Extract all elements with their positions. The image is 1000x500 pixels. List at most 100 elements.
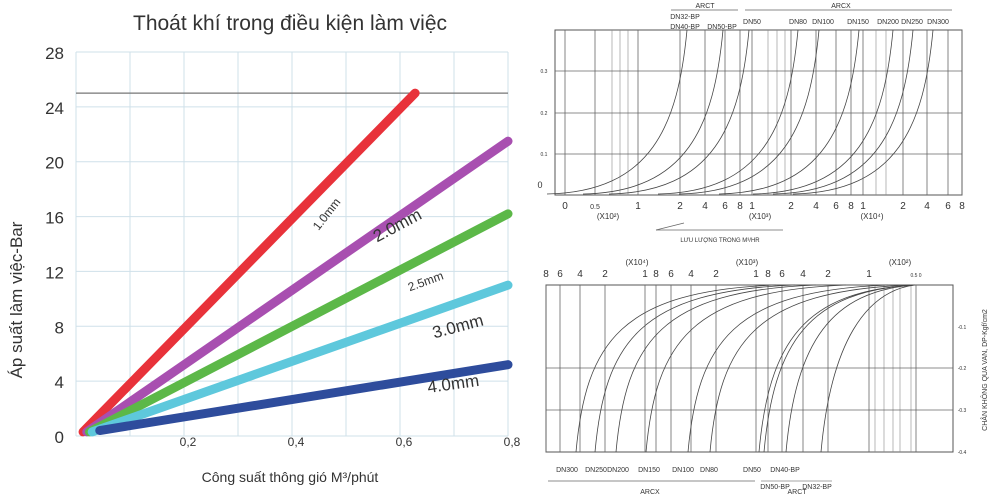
x-tick-label: 8 <box>848 201 854 212</box>
x-tick-label: 0.5 <box>590 204 600 211</box>
curve-DN200 <box>752 29 894 195</box>
x-tick-label: 2 <box>900 201 906 212</box>
curve <box>575 284 777 453</box>
x-tick-label: 0,6 <box>396 435 413 449</box>
x-tick-label: 8 <box>543 269 549 280</box>
y-tick-label: 0 <box>537 180 542 190</box>
x-tick-label: 6 <box>557 269 563 280</box>
curve-label-DN50-BP: DN50-BP <box>707 24 737 31</box>
multiplier-label: (X10⁴) <box>626 258 649 267</box>
x-tick-label: 4 <box>813 201 819 212</box>
curve-DN100 <box>678 29 820 195</box>
x-tick-label: 2 <box>602 269 608 280</box>
x-tick-label: 1 <box>635 201 641 212</box>
series-line-3.0mm <box>87 280 513 437</box>
curve <box>763 284 916 453</box>
x-tick-label: 4 <box>702 201 708 212</box>
series-label-2.5mm: 2.5mm <box>406 269 445 295</box>
curve <box>615 284 817 453</box>
curve-label-DN50-BP: DN50-BP <box>760 484 790 491</box>
y-tick-label: 0.1 <box>541 152 548 158</box>
y-tick-label: 8 <box>55 318 64 337</box>
curve-DN50-BP <box>582 29 724 195</box>
x-tick-label: 1 <box>749 201 755 212</box>
x-axis-label: Công suất thông gió M³/phút <box>202 469 379 485</box>
curve-DN250 <box>772 29 914 195</box>
x-tick-label: 1 <box>753 269 759 280</box>
series-label-3.0mm: 3.0mm <box>430 311 485 343</box>
y-tick-label: 4 <box>55 373 64 392</box>
y-axis-label: Áp suất làm việc-Bar <box>7 221 26 378</box>
curve-DN300 <box>792 29 934 195</box>
x-tick-label: 0 <box>562 201 568 212</box>
x-tick-label: 4 <box>577 269 583 280</box>
x-tick-label: 1 <box>866 269 872 280</box>
y-tick-label: 16 <box>45 209 64 228</box>
multiplier-label: (X10³) <box>749 212 772 221</box>
x-tick-label: 2 <box>788 201 794 212</box>
x-tick-label: 4 <box>688 269 694 280</box>
curve-label-DN32-BP: DN32-BP <box>802 484 832 491</box>
group-label-arcx: ARCX <box>831 3 851 10</box>
y-tick-label: 0.2 <box>541 111 548 117</box>
x-tick-label: 4 <box>800 269 806 280</box>
curve <box>709 284 911 453</box>
curve <box>594 284 796 453</box>
multiplier-label: (X10²) <box>597 212 620 221</box>
y-tick-label: -0.2 <box>958 366 967 372</box>
x-tick-label: 2 <box>713 269 719 280</box>
curve-DN32-BP <box>546 29 688 195</box>
chart-title: Thoát khí trong điều kiện làm việc <box>133 12 447 35</box>
curve-label-DN250: DN250 <box>585 467 607 474</box>
x-tick-label: 6 <box>668 269 674 280</box>
series-line-2.0mm <box>82 136 513 437</box>
curve-DN50 <box>608 29 750 195</box>
group-label-arct: ARCT <box>695 3 715 10</box>
x-tick-label: 2 <box>677 201 683 212</box>
curve-label-DN100: DN100 <box>812 19 834 26</box>
x-tick-label: 0.5 0 <box>910 273 921 279</box>
curve-label-DN300: DN300 <box>556 467 578 474</box>
x-tick-label: 8 <box>959 201 965 212</box>
plot-frame <box>554 29 963 196</box>
y-tick-label: 28 <box>45 44 64 63</box>
series-line-2.5mm <box>85 209 513 437</box>
y-tick-label: 0 <box>55 428 64 447</box>
plot-frame <box>545 284 954 453</box>
multiplier-label: (X10⁴) <box>861 212 884 221</box>
x-tick-label: 0,8 <box>504 435 521 449</box>
curve-DN150 <box>718 29 860 195</box>
y-tick-label: 12 <box>45 263 64 282</box>
x-tick-label: 8 <box>737 201 743 212</box>
curve-label-DN250: DN250 <box>901 19 923 26</box>
x-tick-label: 8 <box>653 269 659 280</box>
series-line-1.0mm <box>78 88 420 437</box>
x-tick-label: 4 <box>924 201 930 212</box>
x-tick-label: 0,4 <box>288 435 305 449</box>
axis-arrow-head <box>655 222 685 231</box>
group-label-arct: ARCT <box>787 489 807 496</box>
curve-label-DN150: DN150 <box>847 19 869 26</box>
y-axis-label: CHÂN KHÔNG QUA VAN, DP-Kgf/cm2 <box>980 309 989 431</box>
curve-label-DN80: DN80 <box>789 19 807 26</box>
group-label-arcx: ARCX <box>640 489 660 496</box>
x-tick-label: 6 <box>722 201 728 212</box>
curve-label-DN50: DN50 <box>743 19 761 26</box>
x-axis-label: LƯU LƯỢNG TRONG M³/HR <box>680 238 760 244</box>
curve-DN80 <box>657 29 799 195</box>
x-tick-label: 0,2 <box>180 435 197 449</box>
curve-label-DN150: DN150 <box>638 467 660 474</box>
curve-label-DN200: DN200 <box>607 467 629 474</box>
curve <box>687 284 889 453</box>
curve-label-DN40-BP: DN40-BP <box>670 24 700 31</box>
curve-label-DN40-BP: DN40-BP <box>770 467 800 474</box>
y-tick-label: 0.3 <box>541 69 548 75</box>
curve <box>820 284 916 453</box>
x-tick-label: 6 <box>779 269 785 280</box>
y-tick-label: -0.4 <box>958 450 967 456</box>
y-tick-label: 20 <box>45 154 64 173</box>
curve <box>785 284 916 453</box>
curve-label-DN32-BP: DN32-BP <box>670 14 700 21</box>
curve-label-DN100: DN100 <box>672 467 694 474</box>
